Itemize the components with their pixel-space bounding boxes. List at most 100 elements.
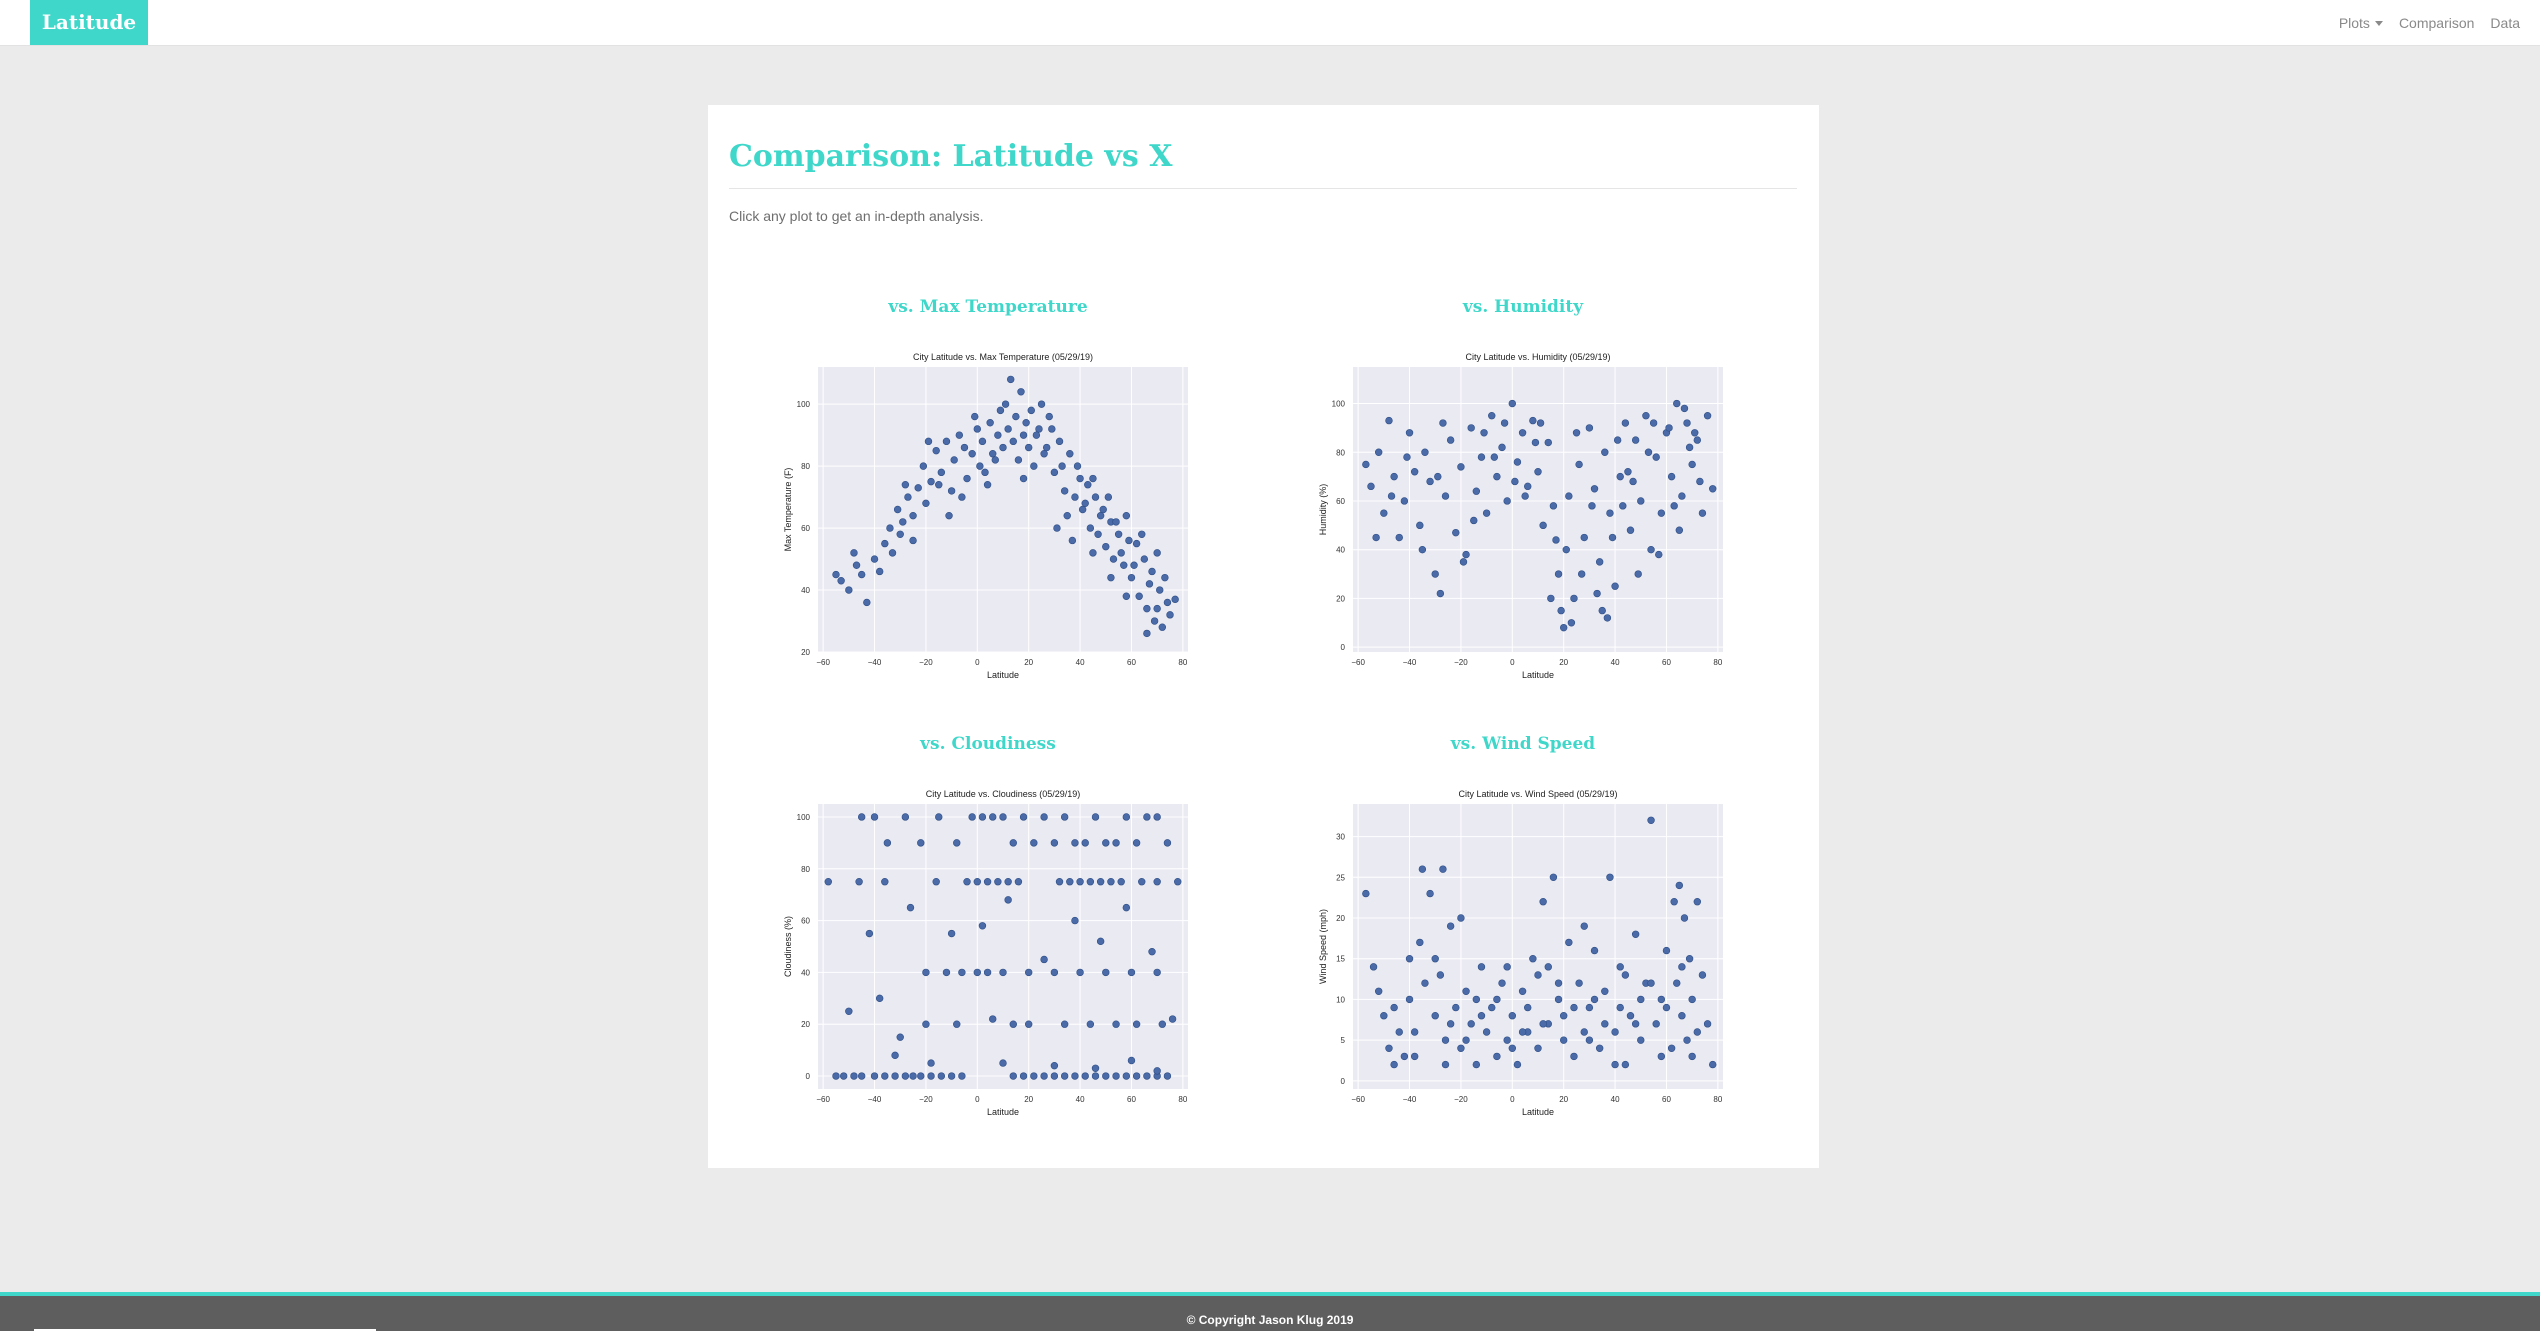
data-point — [1102, 542, 1110, 551]
data-point — [1529, 955, 1537, 963]
data-point — [891, 1051, 899, 1060]
x-tick-label: −20 — [919, 658, 933, 667]
data-point — [1032, 431, 1041, 439]
data-point — [1575, 979, 1583, 987]
data-point — [1091, 493, 1100, 501]
y-tick-label: 0 — [1341, 643, 1346, 652]
chart-title: City Latitude vs. Humidity (05/29/19) — [1465, 352, 1610, 362]
data-point — [1472, 995, 1481, 1004]
plots-dropdown-label: Plots — [2338, 14, 2370, 31]
data-point — [1457, 463, 1465, 471]
plots-dropdown[interactable]: Plots — [2339, 15, 2383, 31]
data-point — [1513, 458, 1522, 466]
data-point — [1662, 1003, 1671, 1012]
data-point — [909, 1072, 917, 1080]
data-point — [850, 549, 858, 557]
x-axis-label: Latitude — [1522, 670, 1554, 680]
data-point — [1410, 1052, 1419, 1061]
data-point — [953, 1020, 961, 1028]
data-point — [1426, 889, 1434, 898]
data-point — [1693, 436, 1702, 444]
data-point — [1418, 545, 1427, 554]
data-point — [1372, 533, 1380, 542]
data-point — [1683, 419, 1691, 427]
y-tick-label: 80 — [801, 865, 810, 874]
data-point — [1462, 987, 1470, 995]
scatter-plot-cloudiness[interactable]: −60 −40 −20 0 20 40 60 80 0 20 40 60 80 100 City Latit… — [778, 774, 1198, 1124]
data-point — [922, 499, 930, 508]
y-tick-label: 0 — [1341, 1077, 1346, 1086]
y-tick-label: 40 — [801, 968, 810, 977]
scatter-plot-max-temperature[interactable]: −60 −40 −20 0 20 40 60 80 20 40 60 80 100 City Latitu… — [778, 337, 1198, 687]
data-point — [1518, 1028, 1527, 1036]
data-point — [1593, 589, 1601, 598]
data-point — [989, 1015, 997, 1023]
data-point — [996, 406, 1005, 415]
data-point — [1431, 955, 1439, 963]
data-point — [1647, 545, 1655, 554]
x-tick-label: −20 — [1454, 658, 1468, 667]
data-point — [935, 813, 943, 821]
x-tick-label: 40 — [1611, 658, 1620, 667]
data-point — [1143, 813, 1151, 821]
data-point — [1439, 419, 1447, 427]
data-point — [1662, 946, 1671, 955]
data-point — [1547, 594, 1555, 603]
data-point — [1580, 922, 1588, 930]
data-point — [1673, 399, 1681, 408]
data-point — [1696, 477, 1704, 486]
data-point — [1590, 946, 1599, 955]
data-point — [875, 994, 884, 1003]
data-point — [986, 419, 994, 427]
data-point — [1624, 468, 1632, 476]
data-point — [1498, 979, 1506, 987]
data-point — [1426, 477, 1434, 486]
data-point — [1161, 573, 1169, 582]
data-point — [839, 1072, 848, 1080]
data-point — [883, 839, 892, 847]
data-point — [1626, 1012, 1635, 1020]
data-point — [1531, 438, 1540, 447]
scatter-plot-humidity[interactable]: −60 −40 −20 0 20 40 60 80 0 20 40 60 80 100 City Latit… — [1313, 337, 1733, 687]
x-axis-label: Latitude — [1522, 1107, 1554, 1117]
data-point — [1559, 1036, 1568, 1044]
data-point — [1421, 448, 1429, 456]
data-point — [1122, 511, 1131, 520]
x-tick-label: −40 — [1403, 1095, 1417, 1104]
data-link[interactable]: Data — [2490, 14, 2520, 31]
data-point — [1549, 502, 1558, 510]
data-point — [1050, 468, 1059, 477]
y-tick-label: 60 — [1336, 497, 1345, 506]
data-point — [978, 437, 987, 446]
data-point — [1060, 487, 1069, 495]
x-tick-label: −60 — [816, 1095, 830, 1104]
data-point — [1554, 570, 1563, 578]
data-point — [1590, 995, 1599, 1004]
data-point — [1380, 1012, 1388, 1020]
comparison-link[interactable]: Comparison — [2398, 14, 2475, 31]
scatter-plot-wind-speed[interactable]: −60 −40 −20 0 20 40 60 80 0 5 10 15 20 25 30 City Latit… — [1313, 774, 1733, 1124]
data-point — [1441, 492, 1450, 500]
brand-logo-link[interactable]: Latitude — [30, 0, 148, 45]
plot-card-max-temperature: vs. Max Temperature −60 −40 −20 0 20 40 60 80 20… — [778, 297, 1198, 717]
data-point — [901, 1072, 910, 1080]
y-tick-label: 40 — [1336, 546, 1345, 555]
y-tick-label: 20 — [801, 648, 810, 657]
data-point — [963, 474, 971, 483]
data-point — [1616, 963, 1624, 971]
data-point — [1096, 511, 1105, 520]
data-point — [1019, 813, 1028, 821]
data-point — [999, 443, 1007, 452]
data-point — [1099, 505, 1107, 514]
data-point — [1037, 400, 1046, 408]
data-point — [1171, 595, 1179, 604]
data-point — [1405, 429, 1414, 437]
x-tick-label: 20 — [1024, 658, 1033, 667]
data-point — [1601, 448, 1609, 456]
data-point — [1163, 1072, 1172, 1080]
data-point — [1081, 1072, 1089, 1080]
data-point — [863, 598, 871, 607]
data-point — [1539, 521, 1547, 530]
data-point — [1606, 509, 1614, 517]
data-point — [1071, 1072, 1079, 1080]
